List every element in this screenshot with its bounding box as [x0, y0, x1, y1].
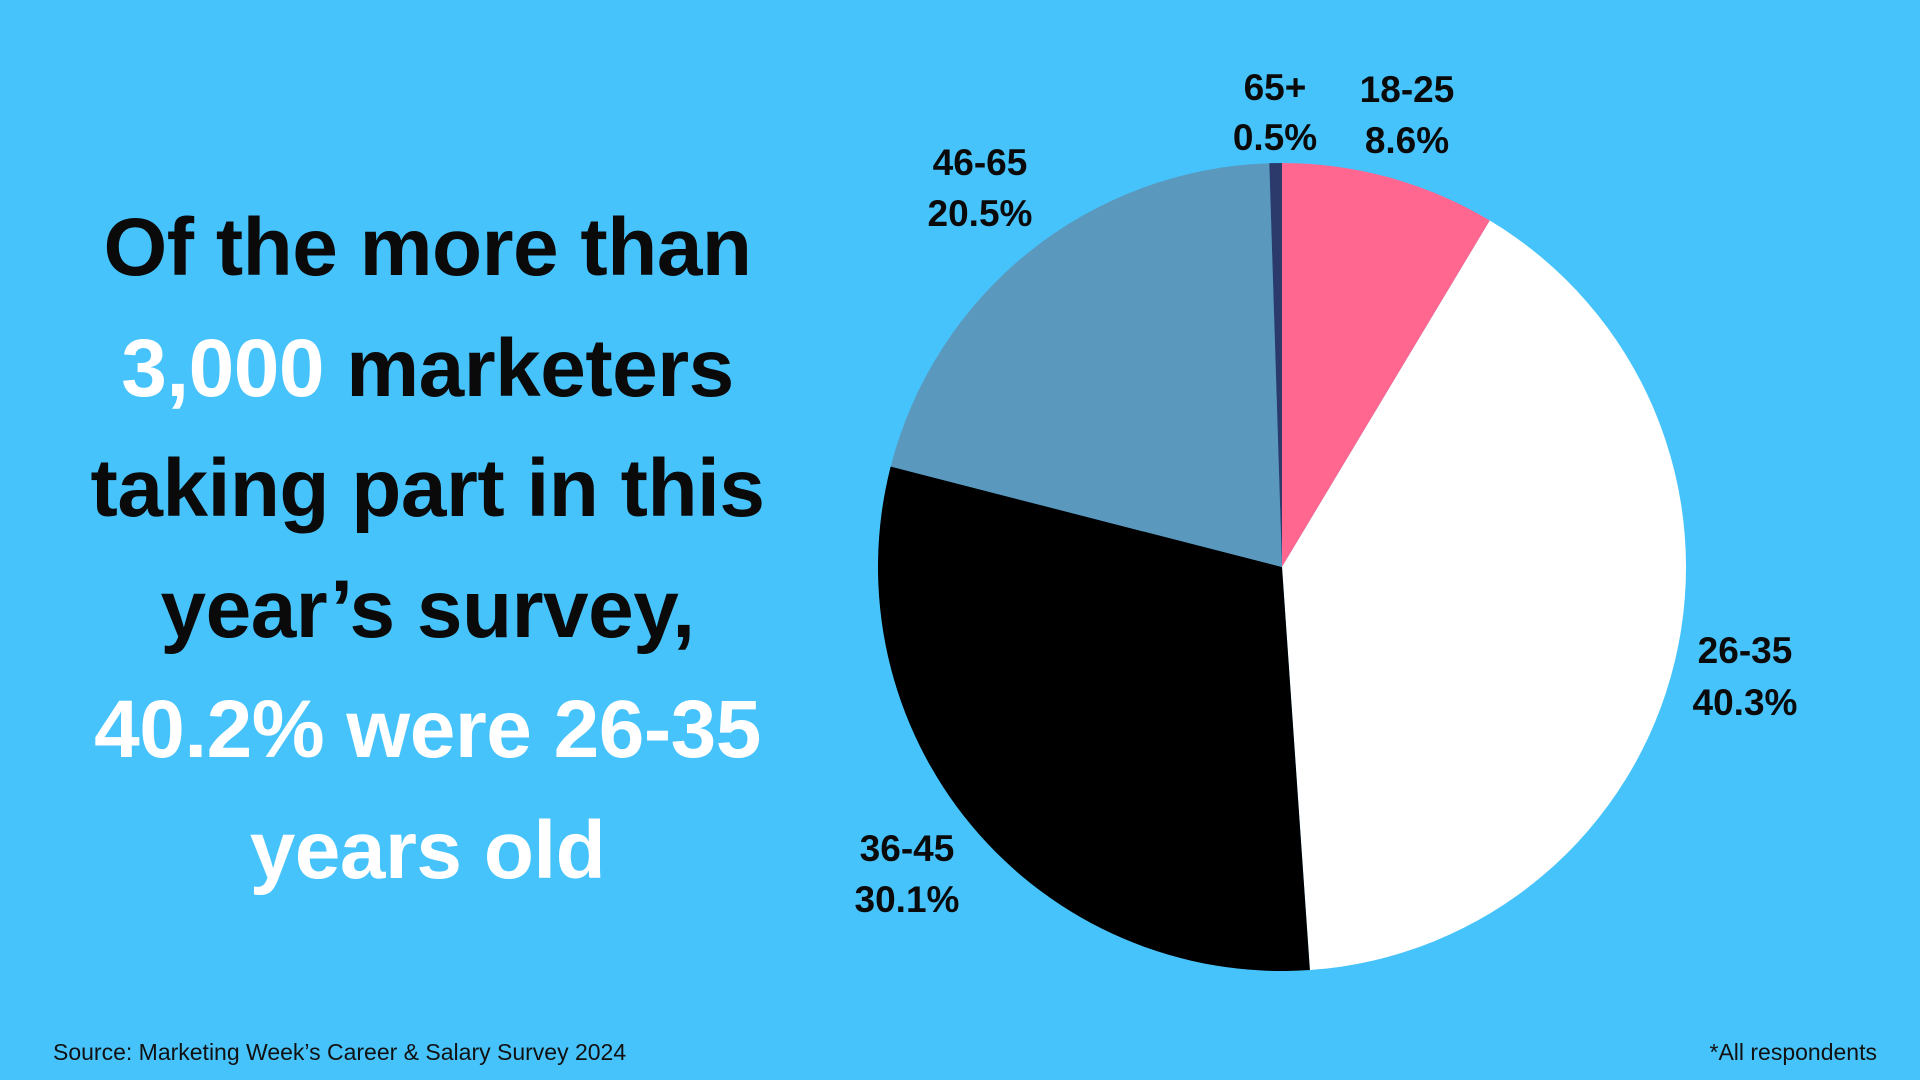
headline-line-1: Of the more than — [103, 202, 752, 293]
pie-slice-46-65 — [890, 163, 1282, 568]
headline-line-2-rest: marketers — [323, 322, 734, 414]
headline-line-5: 40.2% were 26-35 — [94, 684, 761, 775]
slice-value-36-45: 30.1% — [855, 879, 960, 920]
headline-line-3: taking part in this — [90, 443, 765, 534]
slice-label-36-45: 36-45 — [860, 828, 955, 869]
slice-label-46-65: 46-65 — [933, 142, 1028, 183]
headline: Of the more than 3,000 marketers taking … — [40, 188, 815, 911]
slice-value-26-35: 40.3% — [1693, 682, 1798, 723]
slice-value-65plus: 0.5% — [1233, 117, 1317, 158]
respondents-note: *All respondents — [1709, 1039, 1878, 1065]
source-note: Source: Marketing Week’s Career & Salary… — [53, 1039, 627, 1065]
slice-label-65plus: 65+ — [1244, 67, 1307, 108]
pie-slice-26-35 — [1282, 220, 1687, 971]
headline-highlight-count: 3,000 — [121, 322, 324, 414]
slice-value-18-25: 8.6% — [1365, 120, 1449, 161]
slice-label-26-35: 26-35 — [1698, 630, 1793, 671]
slice-value-46-65: 20.5% — [928, 193, 1033, 234]
pie-slice-36-45 — [878, 466, 1310, 971]
headline-line-6: years old — [249, 804, 606, 896]
pie-slice-18-25 — [1282, 163, 1490, 567]
pie-slice-65plus — [1269, 163, 1282, 567]
slice-label-18-25: 18-25 — [1360, 69, 1455, 110]
headline-line-4: year’s survey, — [160, 563, 695, 655]
headline-line-2: 3,000 marketers — [40, 309, 815, 430]
